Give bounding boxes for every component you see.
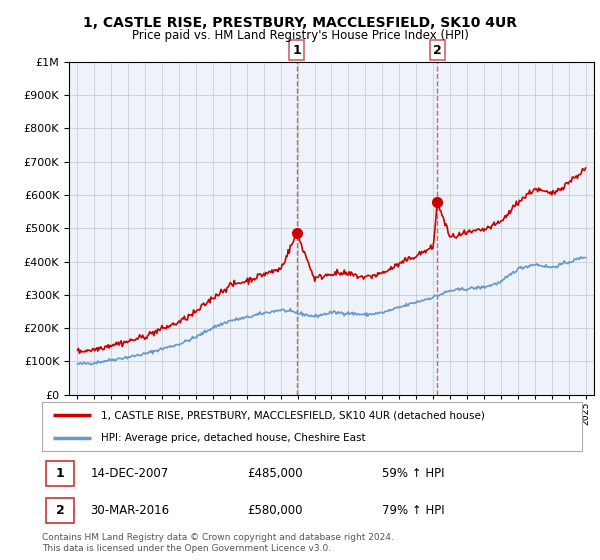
Text: 1, CASTLE RISE, PRESTBURY, MACCLESFIELD, SK10 4UR: 1, CASTLE RISE, PRESTBURY, MACCLESFIELD,… xyxy=(83,16,517,30)
Text: Price paid vs. HM Land Registry's House Price Index (HPI): Price paid vs. HM Land Registry's House … xyxy=(131,29,469,42)
Text: 2: 2 xyxy=(56,504,65,517)
Text: 1: 1 xyxy=(56,468,65,480)
Text: 59% ↑ HPI: 59% ↑ HPI xyxy=(382,468,445,480)
Text: 1, CASTLE RISE, PRESTBURY, MACCLESFIELD, SK10 4UR (detached house): 1, CASTLE RISE, PRESTBURY, MACCLESFIELD,… xyxy=(101,410,485,421)
Text: £485,000: £485,000 xyxy=(247,468,303,480)
Text: 79% ↑ HPI: 79% ↑ HPI xyxy=(382,504,445,517)
Text: HPI: Average price, detached house, Cheshire East: HPI: Average price, detached house, Ches… xyxy=(101,433,366,444)
Text: 14-DEC-2007: 14-DEC-2007 xyxy=(91,468,169,480)
Text: 30-MAR-2016: 30-MAR-2016 xyxy=(91,504,170,517)
Text: 1: 1 xyxy=(293,44,301,57)
Text: Contains HM Land Registry data © Crown copyright and database right 2024.
This d: Contains HM Land Registry data © Crown c… xyxy=(42,533,394,553)
Text: £580,000: £580,000 xyxy=(247,504,303,517)
Bar xyxy=(46,461,74,486)
Text: 2: 2 xyxy=(433,44,442,57)
Bar xyxy=(46,498,74,522)
